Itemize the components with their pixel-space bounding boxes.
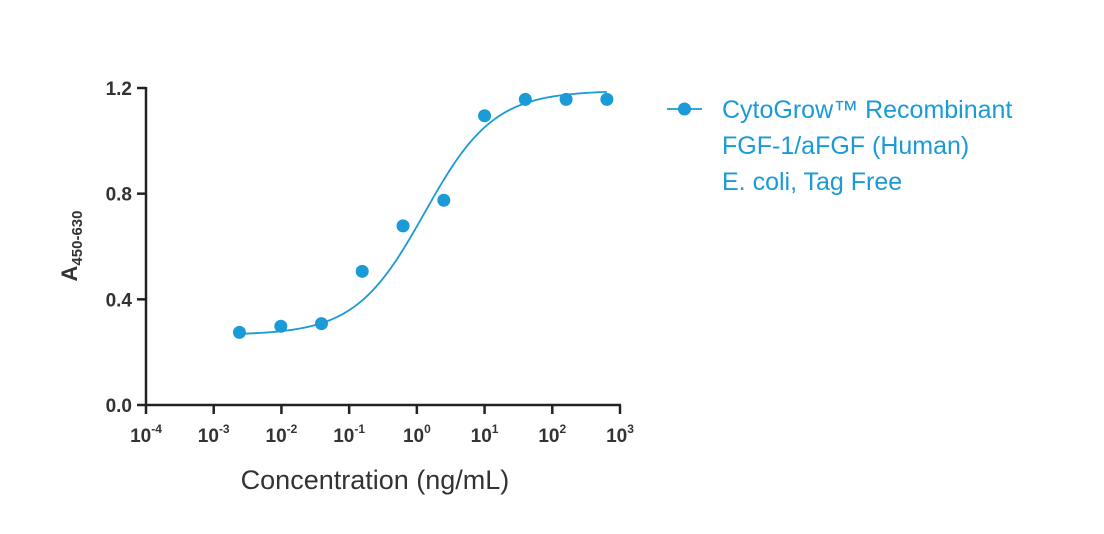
x-tick-label: 100	[403, 422, 431, 447]
y-tick-label: 0.4	[106, 290, 133, 311]
x-tick-label: 10-3	[198, 422, 230, 447]
x-tick-exponent: 1	[492, 422, 499, 436]
x-axis-ticks: 10-4 10-3 10-2 10-1 100 101 102 103	[130, 405, 634, 447]
x-tick-base: 10	[333, 426, 354, 447]
y-tick-label: 0.0	[106, 396, 132, 417]
data-point	[274, 319, 288, 333]
legend-label-line-3: E. coli, Tag Free	[722, 168, 902, 196]
x-tick-label: 102	[538, 422, 566, 447]
x-tick-label: 10-4	[130, 422, 162, 447]
x-tick-label: 103	[606, 422, 634, 447]
x-tick-label: 101	[471, 422, 499, 447]
legend-label-line-2: FGF-1/aFGF (Human)	[722, 132, 969, 160]
data-point	[559, 92, 573, 106]
x-tick-exponent: -1	[354, 422, 365, 436]
legend-label-line-1: CytoGrow™ Recombinant	[722, 96, 1012, 124]
data-point	[478, 109, 492, 123]
axes	[144, 87, 621, 407]
y-axis-title-main: A	[57, 265, 82, 281]
data-point	[355, 264, 369, 278]
data-point	[600, 92, 614, 106]
x-tick-base: 10	[266, 426, 287, 447]
legend-dot-marker	[678, 102, 691, 116]
x-tick-base: 10	[606, 426, 627, 447]
x-tick-base: 10	[538, 426, 559, 447]
x-axis-title: Concentration (ng/mL)	[241, 465, 510, 495]
fit-curve	[239, 90, 607, 335]
y-axis-title: A450-630	[57, 211, 86, 282]
data-point	[437, 193, 451, 207]
x-tick-exponent: -2	[287, 422, 298, 436]
y-tick-label: 0.8	[106, 185, 132, 206]
y-axis-title-subscript: 450-630	[69, 211, 86, 266]
x-tick-base: 10	[403, 426, 424, 447]
y-axis-ticks: 0.0 0.4 0.8 1.2	[106, 79, 146, 417]
x-tick-exponent: 2	[560, 422, 567, 436]
x-tick-exponent: -4	[151, 422, 162, 436]
y-tick-label: 1.2	[106, 79, 132, 100]
x-tick-base: 10	[130, 426, 151, 447]
x-tick-base: 10	[471, 426, 492, 447]
x-tick-base: 10	[198, 426, 219, 447]
data-point	[232, 325, 246, 339]
data-point	[314, 317, 328, 331]
x-tick-exponent: -3	[219, 422, 230, 436]
data-points	[232, 92, 614, 339]
x-tick-label: 10-2	[266, 422, 298, 447]
x-tick-exponent: 3	[627, 422, 634, 436]
x-tick-label: 10-1	[333, 422, 365, 447]
legend: CytoGrow™ Recombinant FGF-1/aFGF (Human)…	[667, 96, 1012, 196]
data-point	[518, 92, 532, 106]
x-tick-exponent: 0	[424, 422, 431, 436]
data-point	[396, 219, 410, 233]
